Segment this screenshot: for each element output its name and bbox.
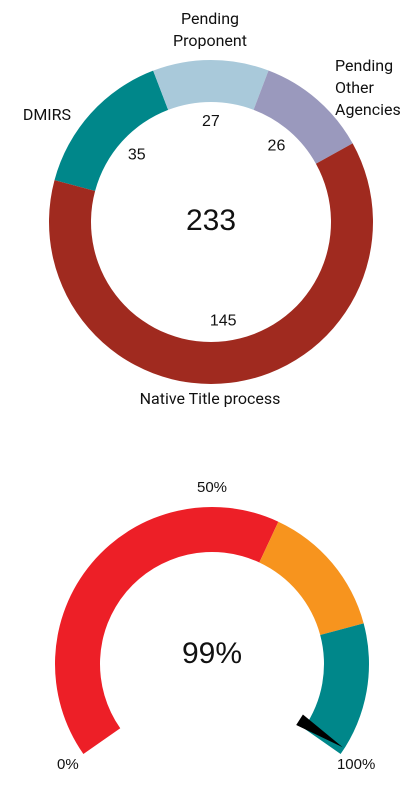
value-label: 35 <box>128 146 146 163</box>
category-label: DMIRS <box>22 105 71 124</box>
gauge-value: 99% <box>182 637 242 670</box>
donut-segment <box>153 60 269 110</box>
value-label: 26 <box>268 138 286 155</box>
gauge-band <box>259 521 364 636</box>
donut-segment <box>48 143 374 385</box>
donut-segment <box>253 70 353 164</box>
gauge-needle <box>296 714 343 748</box>
category-label: Pending Proponent <box>173 9 247 50</box>
donut-segment <box>54 70 169 191</box>
category-label: Pending Other Agencies <box>335 56 401 119</box>
value-label: 27 <box>202 113 220 130</box>
tick-label: 50% <box>197 479 227 496</box>
center-total: 233 <box>186 204 236 237</box>
value-label: 145 <box>210 312 237 329</box>
tick-label: 100% <box>337 756 375 773</box>
gauge-band <box>54 506 279 755</box>
tick-label: 0% <box>57 756 79 773</box>
category-label: Native Title process <box>139 389 281 408</box>
gauge-band <box>303 623 370 755</box>
